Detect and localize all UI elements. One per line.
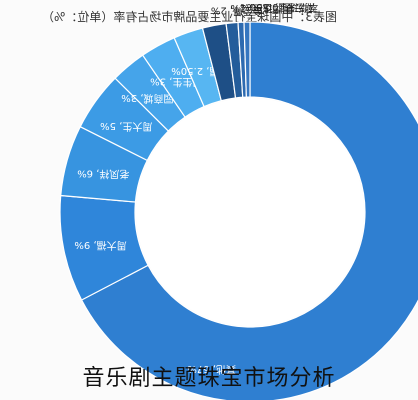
slice-label: 老凤祥, 6% [77,167,129,180]
slice-label: 萃华珠宝, 0.50% [240,1,318,14]
slice-其他 [80,21,418,400]
slice-label: 周生生, 3% [150,76,202,89]
slice-label: 明牌珠宝, 1% [230,2,292,15]
slice-潮宏基 [243,21,251,98]
slice-label: 金至尊, 2% [211,5,263,18]
slice-label: 豫园商城, 3% [121,92,183,105]
slice-label: 周大生, 5% [100,120,152,133]
donut-hole [136,98,364,326]
page-caption: 音乐剧主题珠宝市场分析 [82,366,336,391]
slice-label: 潮宏基, 0.50% [247,1,315,14]
slice-label: 其他, 67% [187,363,236,376]
slice-label: 周大福, 9% [74,239,126,252]
